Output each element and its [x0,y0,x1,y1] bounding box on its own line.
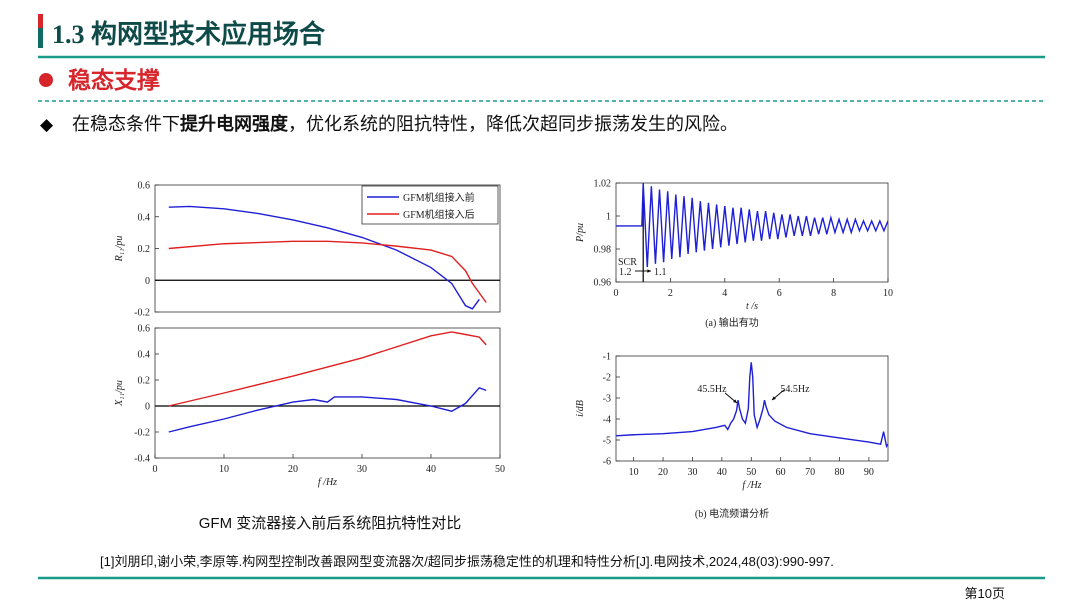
x-tick-label: 60 [776,467,786,478]
y-tick-label: 0.6 [138,181,151,192]
x-tick-label: 4 [722,288,727,299]
y-tick-label: -2 [603,373,611,384]
arrow-head [772,396,776,400]
y-tick-label: 0 [145,402,150,413]
y-tick-label: 0 [145,276,150,287]
x-axis-label: f /Hz [318,477,337,488]
x-tick-label: 0 [614,288,619,299]
legend-box [361,185,499,225]
x-tick-label: 30 [687,467,697,478]
title-accent [38,14,43,28]
y-tick-label: -0.4 [134,454,150,465]
x-tick-label: 30 [357,464,367,475]
series-line [616,183,888,268]
y-tick-label: 0.4 [138,350,151,361]
x-axis-label: t /s [746,301,758,312]
x-tick-label: 2 [668,288,673,299]
slide-title: 1.3 构网型技术应用场合 [52,19,326,49]
plot-area [154,327,501,459]
y-tick-label: -3 [603,394,611,405]
x-tick-label: 50 [495,464,505,475]
x-tick-label: 80 [834,467,844,478]
series-line [168,240,487,303]
x-tick-label: 40 [717,467,727,478]
x-axis-label: f /Hz [742,480,761,491]
x-tick-label: 20 [288,464,298,475]
y-axis-label: R₁₁/pu [114,236,125,263]
y-tick-label: 1.02 [594,179,612,190]
annotation: 45.5Hz [697,384,727,395]
y-axis-label: X₁₁/pu [114,380,125,407]
legend-label: GFM机组接入前 [403,191,475,204]
series-line [168,331,487,407]
y-axis-label: P/pu [575,223,586,243]
y-tick-label: 0.2 [138,376,151,387]
y-tick-label: 0.6 [138,324,151,335]
annotation: SCR [618,257,637,268]
bullet-part: ，优化系统的阻抗特性，降低次超同步振荡发生的风险。 [288,114,738,135]
panel-caption: (b) 电流频谱分析 [695,507,769,520]
x-tick-label: 0 [153,464,158,475]
y-tick-label: 0.96 [594,278,612,289]
reference: [1]刘朋印,谢小荣,李原等.构网型控制改善跟网型变流器次/超同步振荡稳定性的机… [100,554,834,569]
arrow-head [733,399,737,403]
y-tick-label: 0.98 [594,245,612,256]
y-tick-label: -5 [603,436,611,447]
title-accent [38,28,43,48]
x-tick-label: 70 [805,467,815,478]
figure-caption: GFM 变流器接入前后系统阻抗特性对比 [199,515,462,532]
y-axis-label: i/dB [575,400,586,417]
annotation: 1.2 [619,267,632,278]
y-tick-label: 0.2 [138,244,151,255]
series-line [168,205,480,310]
x-tick-label: 10 [883,288,893,299]
y-tick-label: -0.2 [134,308,150,319]
panel-caption: (a) 输出有功 [705,316,759,329]
y-tick-label: -1 [603,352,611,363]
legend-label: GFM机组接入后 [403,208,475,221]
x-tick-label: 6 [777,288,782,299]
bullet-emphasis: 提升电网强度 [180,113,289,135]
annotation: 1.1 [654,267,667,278]
y-tick-label: 1 [606,212,611,223]
section-dot [39,73,53,87]
y-tick-label: 0.4 [138,212,151,223]
x-tick-label: 10 [219,464,229,475]
bullet-marker: ◆ [40,115,54,134]
series-line [616,362,888,449]
page-number: 第10页 [965,586,1005,601]
x-tick-label: 90 [864,467,874,478]
x-tick-label: 50 [746,467,756,478]
bullet-part: 在稳态条件下 [72,114,180,135]
x-tick-label: 10 [629,467,639,478]
series-line [168,386,487,433]
x-tick-label: 8 [831,288,836,299]
x-tick-label: 20 [658,467,668,478]
section-title: 稳态支撑 [68,67,160,93]
annotation: 54.5Hz [780,384,810,395]
y-tick-label: -0.2 [134,428,150,439]
arrow-head [647,269,651,273]
x-tick-label: 40 [426,464,436,475]
bullet-text: 在稳态条件下提升电网强度，优化系统的阻抗特性，降低次超同步振荡发生的风险。 [72,113,738,135]
y-tick-label: -4 [603,415,611,426]
y-tick-label: -6 [603,457,611,468]
